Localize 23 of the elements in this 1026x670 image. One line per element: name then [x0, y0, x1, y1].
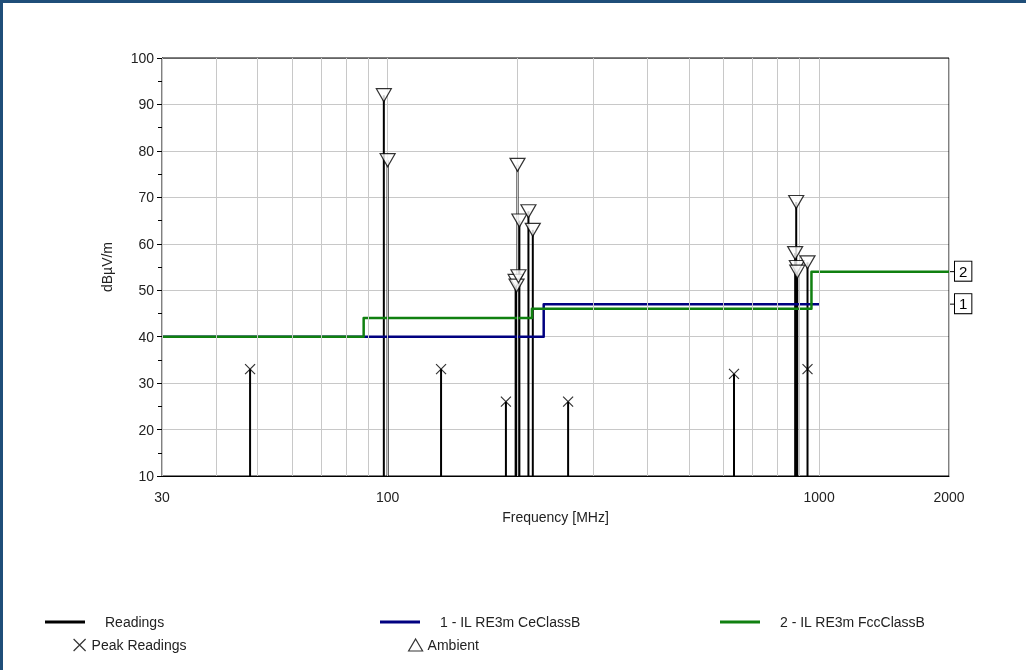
y-tick-label: 60 — [138, 235, 155, 252]
x-axis-title: Frequency [MHz] — [502, 509, 609, 525]
y-tick-label: 20 — [138, 421, 155, 438]
x-tick-label: 30 — [154, 489, 170, 505]
y-axis-title: dBµV/m — [99, 241, 115, 293]
legend-label: Readings — [105, 614, 165, 630]
y-tick-label: 90 — [138, 96, 155, 113]
text: 1 — [959, 295, 968, 313]
y-tick-label: 100 — [130, 50, 155, 66]
x-tick-label: 100 — [375, 489, 400, 505]
y-tick-label: 30 — [138, 375, 155, 392]
y-tick-label: 10 — [138, 468, 155, 484]
x-tick-label: 2000 — [933, 489, 965, 505]
x-tick-label: 1000 — [803, 489, 835, 505]
legend-label: 2 - IL RE3m FccClassB — [780, 614, 925, 630]
y-tick-label: 50 — [138, 282, 155, 299]
y-tick-label: 70 — [138, 189, 155, 206]
y-tick-label: 80 — [138, 142, 155, 159]
text: 2 — [959, 262, 968, 280]
legend-label: Ambient — [427, 637, 480, 653]
legend-label: 1 - IL RE3m CeClassB — [440, 614, 581, 630]
legend-label: Peak Readings — [91, 637, 187, 653]
y-tick-label: 40 — [138, 328, 155, 345]
